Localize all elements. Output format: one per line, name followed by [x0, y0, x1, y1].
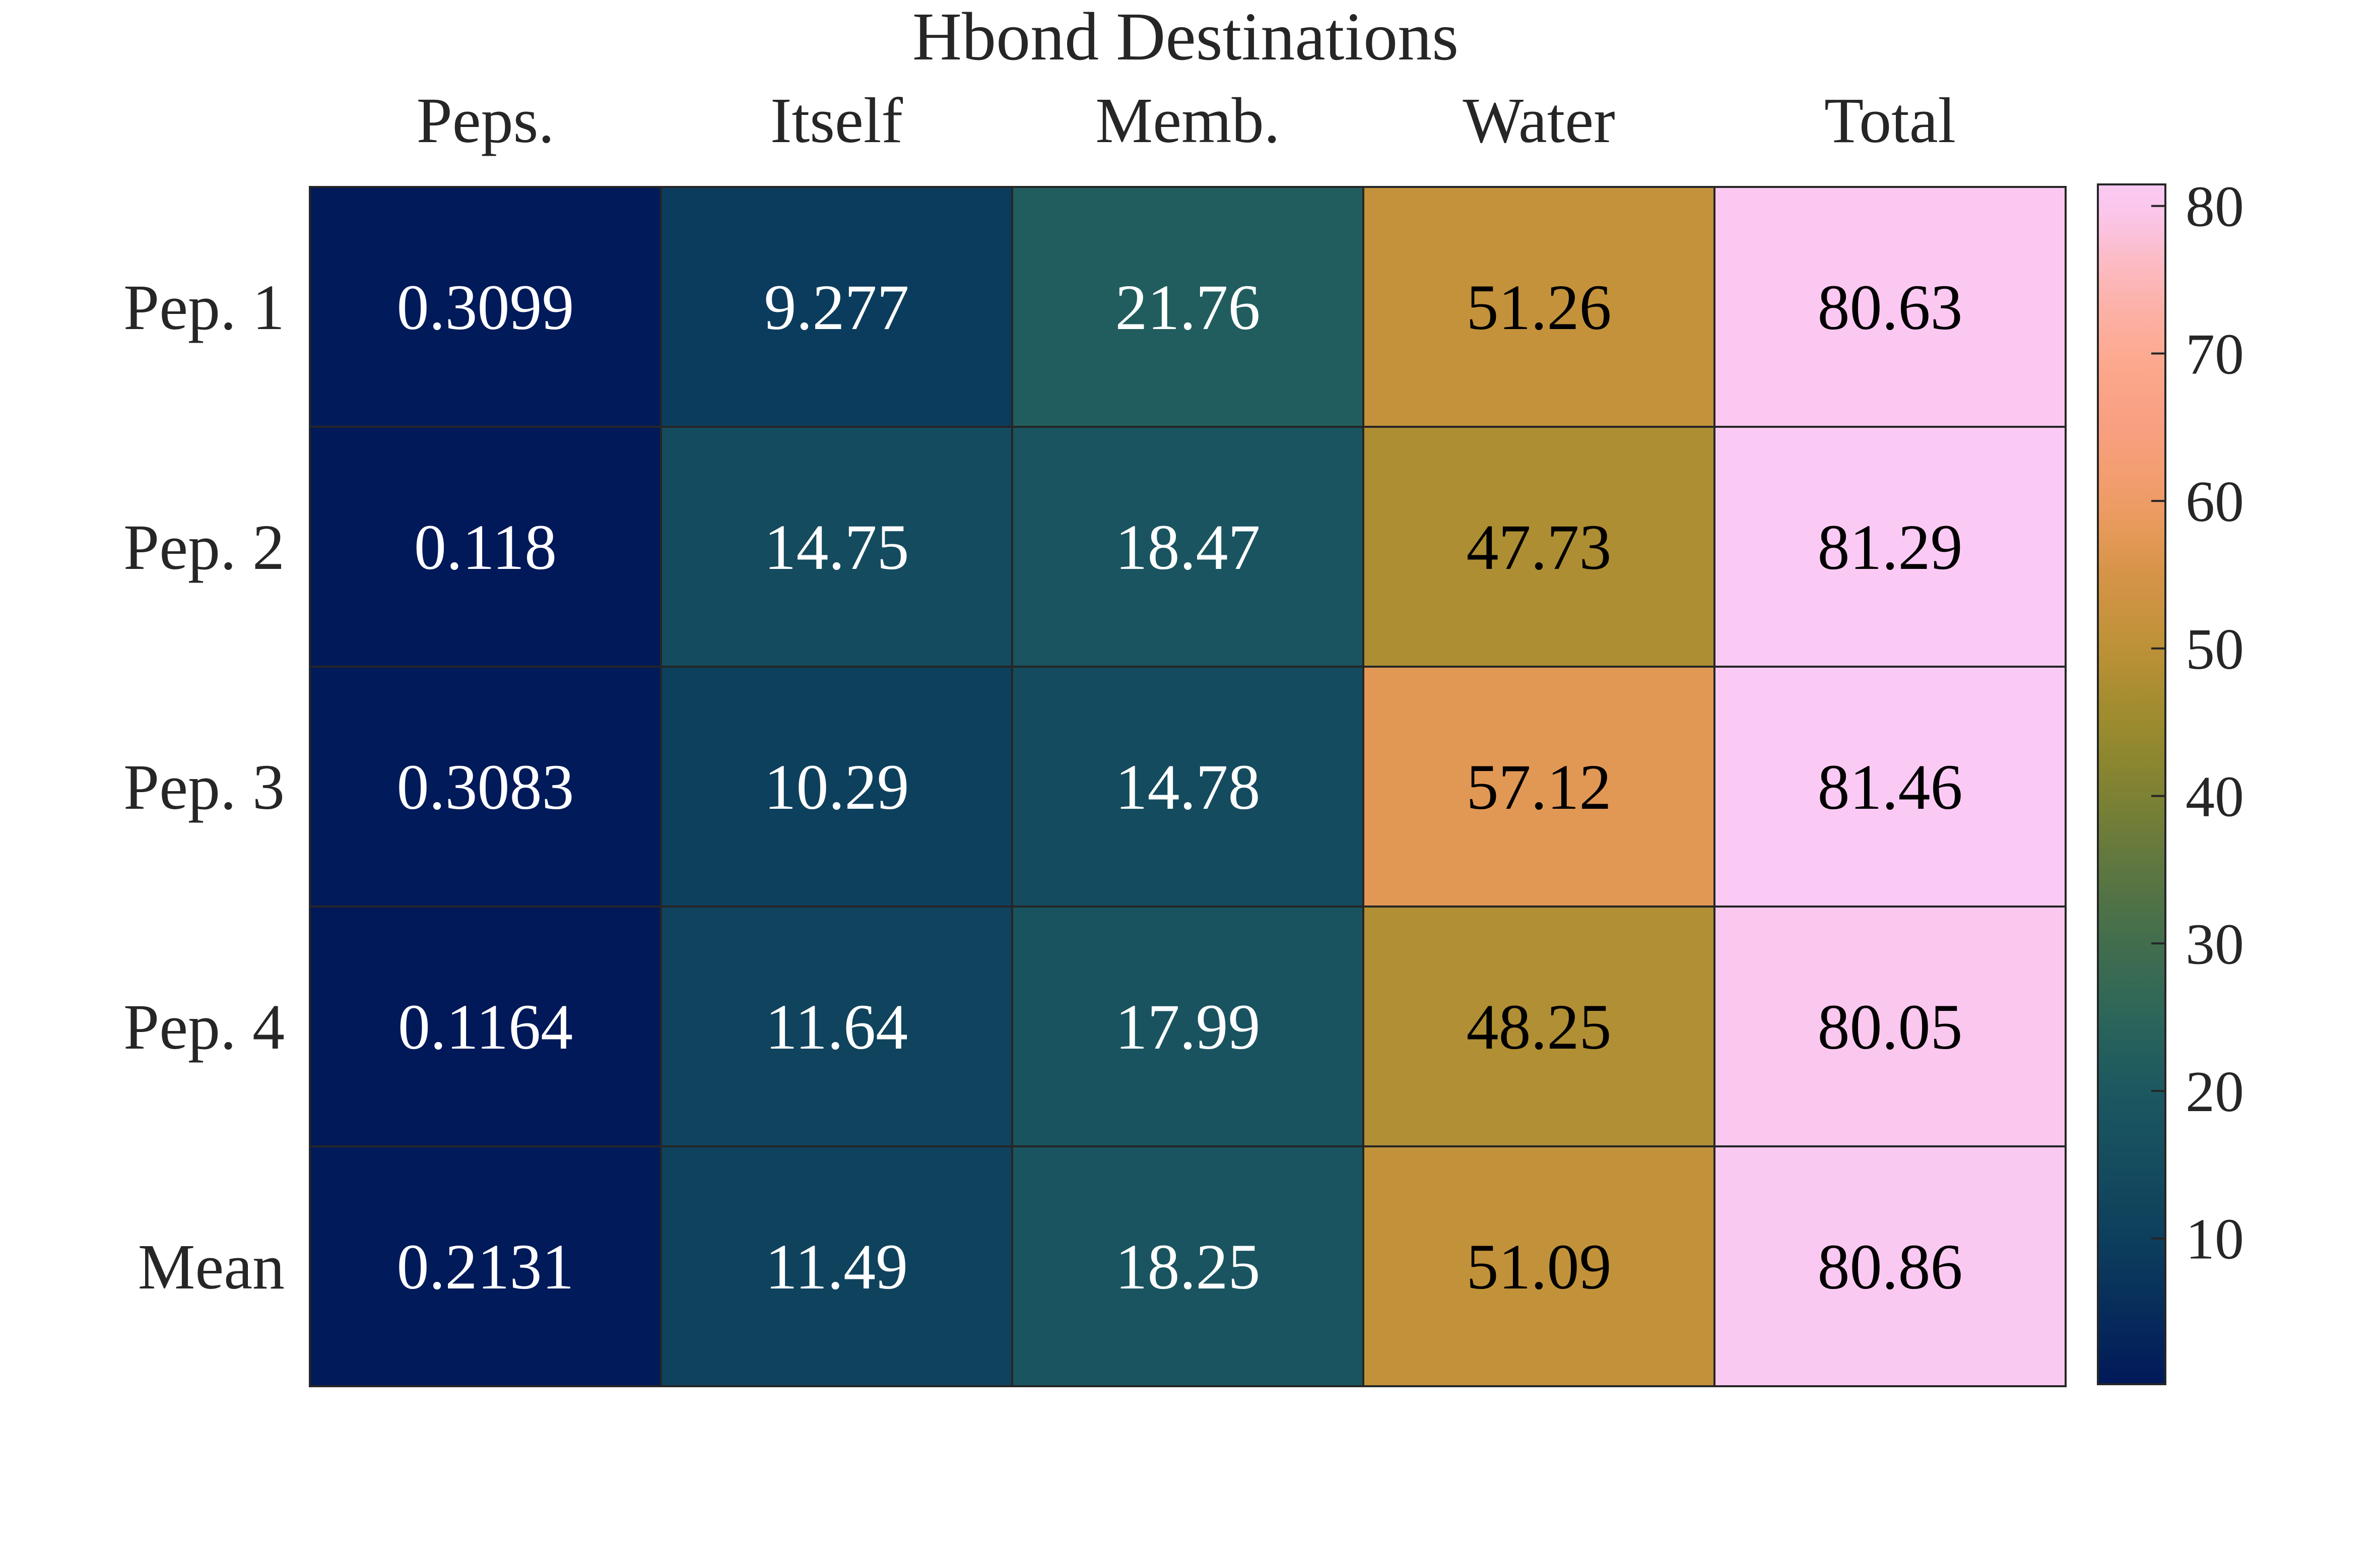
- row-label: Mean: [138, 1231, 285, 1303]
- heatmap-cell: [1011, 666, 1364, 908]
- heatmap-cell-label: 17.99: [1115, 991, 1261, 1063]
- heatmap-cell: [1713, 186, 2067, 428]
- heatmap-cell: [1362, 906, 1715, 1147]
- heatmap-cell: [1011, 906, 1364, 1147]
- column-label: Memb.: [1095, 85, 1280, 156]
- column-labels: Peps. Itself Memb. Water Total: [417, 85, 1956, 156]
- heatmap-cell-label: 0.3083: [397, 751, 574, 823]
- colorbar-tick-label: 70: [2186, 322, 2244, 386]
- heatmap-cell-label: 51.26: [1467, 272, 1612, 343]
- heatmap-cell-label: 14.75: [764, 511, 909, 583]
- column-label: Peps.: [417, 85, 555, 156]
- colorbar-tick-label: 20: [2186, 1060, 2244, 1124]
- heatmap-cell-label: 81.29: [1818, 511, 1963, 583]
- column-label: Total: [1824, 85, 1956, 156]
- heatmap-cell-label: 57.12: [1467, 751, 1612, 823]
- heatmap-cell-label: 0.2131: [397, 1231, 574, 1303]
- heatmap-cell-label: 47.73: [1467, 511, 1612, 583]
- row-label: Pep. 4: [123, 991, 285, 1063]
- colorbar-tick-label: 40: [2186, 765, 2244, 829]
- heatmap-cell-label: 11.49: [765, 1231, 908, 1303]
- heatmap-cell-label: 0.1164: [398, 991, 573, 1063]
- colorbar-tick-label: 10: [2186, 1207, 2244, 1272]
- colorbar-tick-label: 30: [2186, 912, 2244, 977]
- heatmap-cell: [1011, 426, 1364, 668]
- heatmap-cell: [1362, 666, 1715, 908]
- heatmap-cell-label: 21.76: [1115, 272, 1261, 343]
- heatmap-cell-label: 18.47: [1115, 511, 1261, 583]
- heatmap-cell: [1713, 666, 2067, 908]
- colorbar-gradient: [2097, 183, 2166, 1385]
- heatmap-cell: [1713, 426, 2067, 668]
- heatmap-cell: [309, 906, 662, 1147]
- heatmap-cell-label: 0.3099: [397, 272, 574, 343]
- colorbar-tick-label: 50: [2186, 617, 2244, 682]
- heatmap-cell-label: 51.09: [1467, 1231, 1612, 1303]
- column-label: Itself: [770, 85, 903, 156]
- heatmap-cell: [660, 906, 1013, 1147]
- heatmap-cells: [309, 186, 2067, 1387]
- heatmap-cell-label: 9.277: [764, 272, 909, 343]
- heatmap-cell-label: 11.64: [765, 991, 908, 1063]
- heatmap-cell: [1362, 186, 1715, 428]
- colorbar: 10 20 30 40 50 60 70 80: [2097, 175, 2244, 1385]
- colorbar-tick-label: 80: [2186, 175, 2244, 239]
- heatmap-cell: [660, 666, 1013, 908]
- heatmap-cell-label: 80.05: [1818, 991, 1963, 1063]
- heatmap-cell-labels: 0.3099 9.277 21.76 51.26 80.63 0.118 14.75 18.4…: [397, 272, 1963, 1303]
- colorbar-ticks: 10 20 30 40 50 60 70 80: [2151, 175, 2244, 1272]
- heatmap-cell: [1011, 186, 1364, 428]
- colorbar-tick-label: 60: [2186, 470, 2244, 534]
- heatmap-cell: [309, 426, 662, 668]
- heatmap-cell: [1713, 1145, 2067, 1387]
- heatmap-cell: [1713, 906, 2067, 1147]
- row-label: Pep. 3: [123, 751, 285, 823]
- row-labels: Pep. 1 Pep. 2 Pep. 3 Pep. 4 Mean: [123, 272, 285, 1303]
- heatmap-cell: [1011, 1145, 1364, 1387]
- heatmap-cell: [660, 1145, 1013, 1387]
- row-label: Pep. 2: [123, 511, 285, 583]
- heatmap-cell-label: 18.25: [1115, 1231, 1261, 1303]
- heatmap-cell-label: 10.29: [764, 751, 909, 823]
- chart-title: Hbond Destinations: [912, 0, 1459, 75]
- heatmap-cell: [660, 186, 1013, 428]
- heatmap-cell: [309, 1145, 662, 1387]
- column-label: Water: [1463, 85, 1615, 156]
- heatmap-cell-label: 80.63: [1818, 272, 1963, 343]
- heatmap-cell: [309, 186, 662, 428]
- heatmap-cell-label: 14.78: [1115, 751, 1261, 823]
- heatmap-cell-label: 48.25: [1467, 991, 1612, 1063]
- row-label: Pep. 1: [123, 272, 285, 343]
- heatmap-cell-label: 80.86: [1818, 1231, 1963, 1303]
- heatmap-cell-label: 81.46: [1818, 751, 1963, 823]
- heatmap-cell-label: 0.118: [414, 511, 557, 583]
